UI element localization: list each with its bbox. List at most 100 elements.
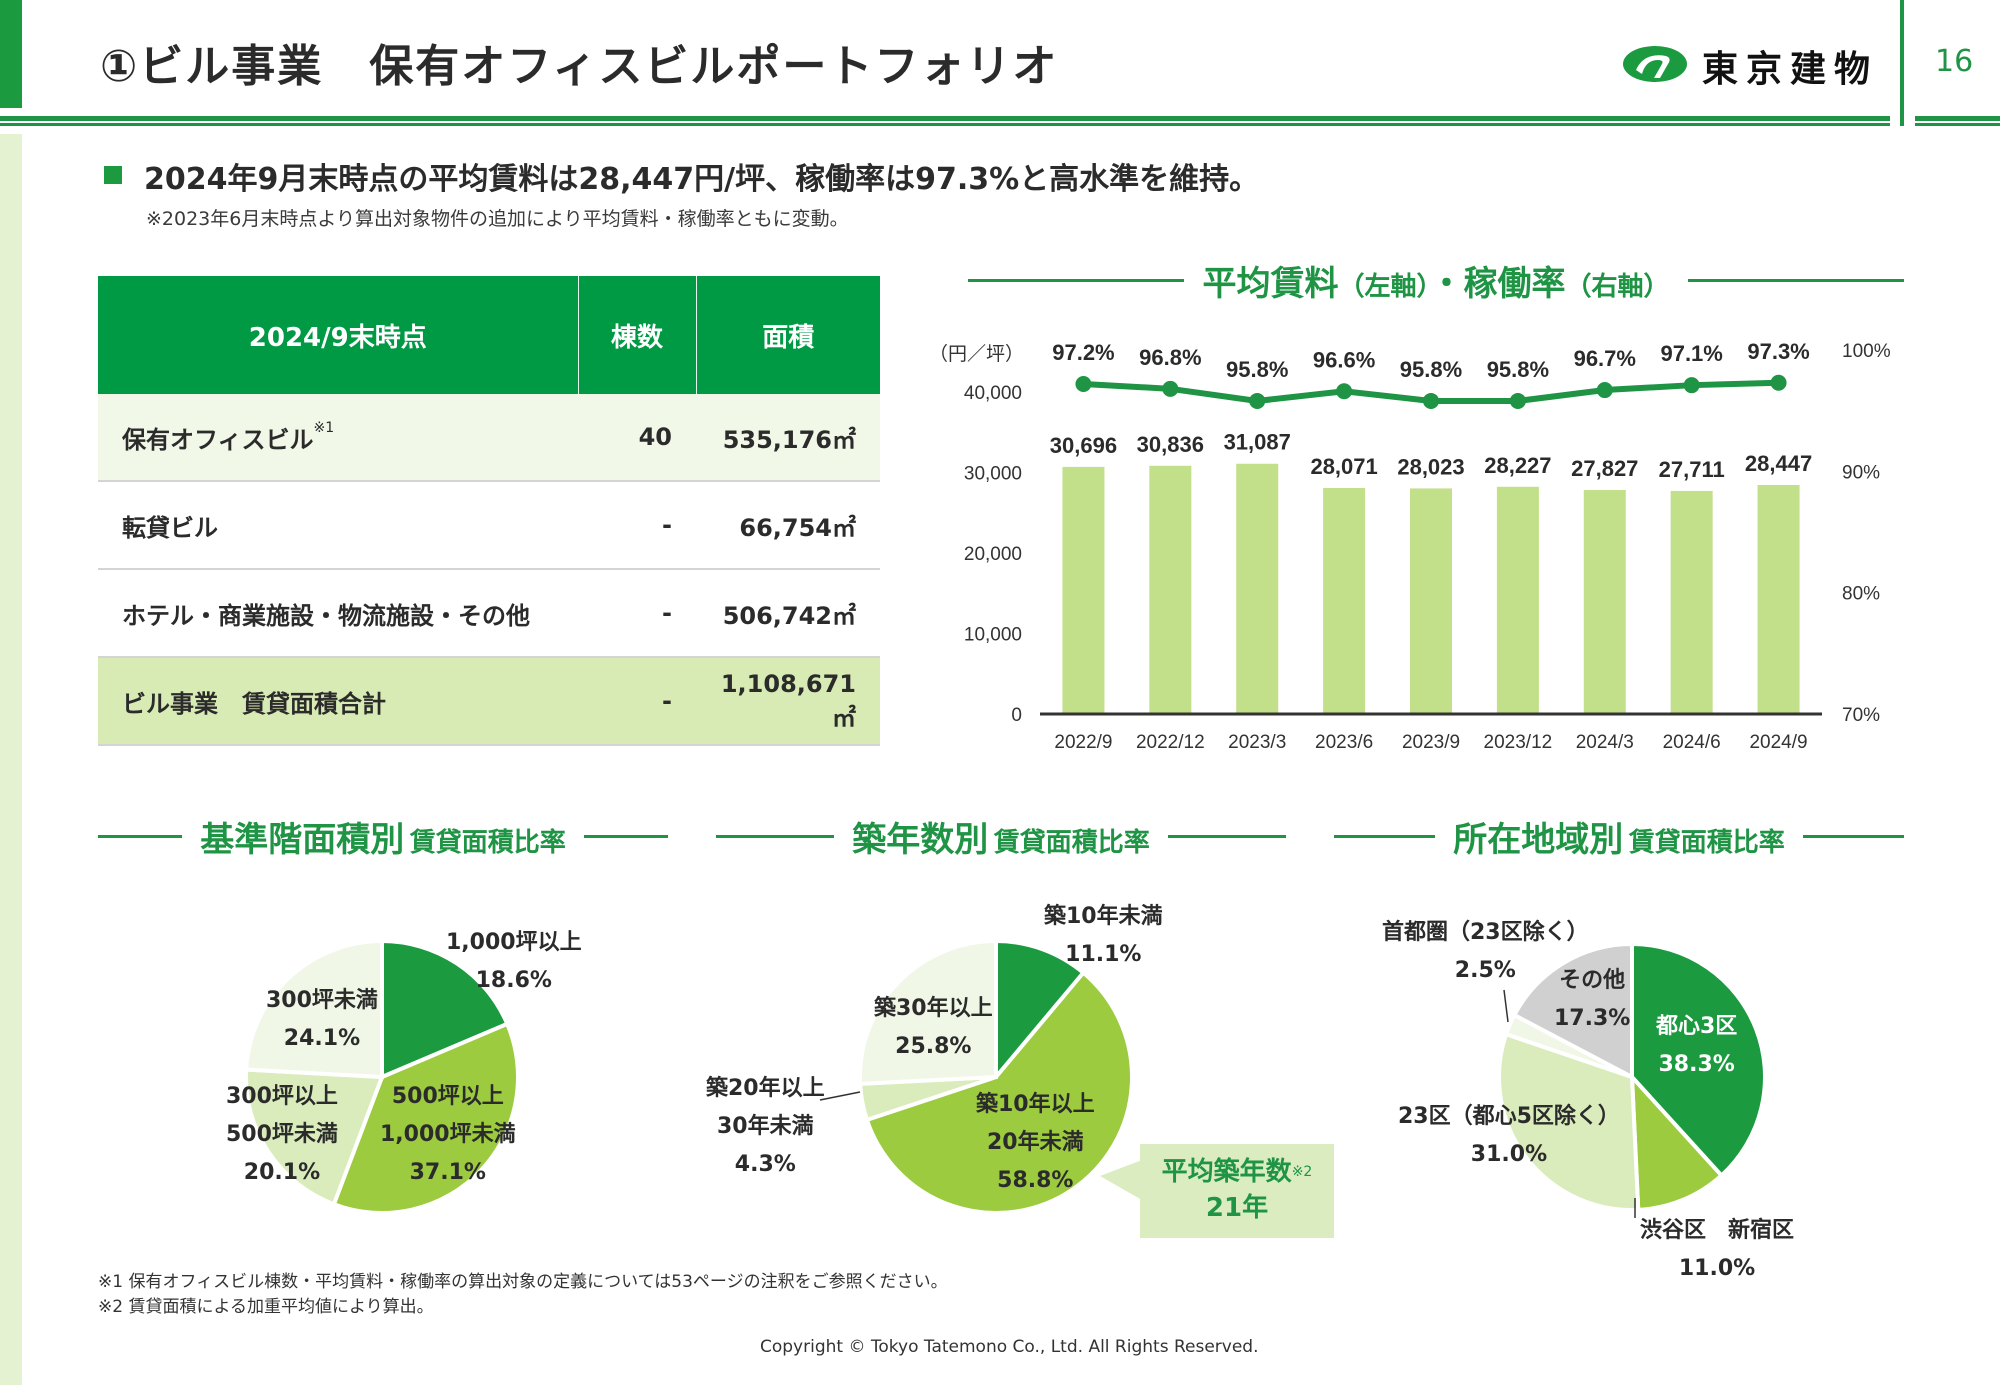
title-rule: [1802, 835, 1904, 838]
row-label: 転貸ビル: [98, 481, 578, 570]
header-accent-bar: [0, 0, 22, 108]
pie-slice: [858, 938, 998, 1086]
page-number: 16: [1935, 44, 1974, 79]
x-tick-label: 2023/3: [1228, 732, 1286, 753]
bar-value-label: 30,836: [1137, 432, 1204, 457]
bar-value-label: 30,696: [1050, 433, 1117, 458]
row-label: ビル事業 賃貸面積合計: [98, 657, 578, 746]
table-header-cell: 棟数: [577, 276, 696, 394]
leader-line: [1503, 989, 1509, 1023]
bar: [1236, 463, 1279, 714]
table-row: ホテル・商業施設・物流施設・その他 - 506,742㎡: [98, 569, 880, 658]
bar: [1062, 466, 1105, 714]
occupancy-point: [1075, 375, 1092, 392]
row-label: ホテル・商業施設・物流施設・その他: [98, 569, 578, 658]
pie1-label-300-500: 300坪以上 500坪未満 20.1%: [226, 1084, 338, 1185]
bar: [1410, 488, 1452, 714]
pie2-label-20-30: 築20年以上 30年未満 4.3%: [706, 1076, 825, 1177]
bar-value-label: 28,227: [1484, 453, 1551, 478]
bar: [1757, 485, 1800, 714]
pie-slice: [331, 1021, 520, 1215]
pie1-label-under300: 300坪未満 24.1%: [266, 988, 378, 1051]
pie-slice: [864, 969, 1134, 1215]
pie1-title: 基準階面積別 賃貸面積比率: [98, 812, 668, 861]
y-tick-left: 30,000: [964, 464, 1022, 485]
title-text: 平均賃料（左軸）・稼働率（右軸）: [1202, 264, 1670, 304]
row-count: -: [578, 569, 696, 658]
bar: [1496, 486, 1539, 714]
pie3-label-23wards: 23区（都心5区除く） 31.0%: [1398, 1104, 1620, 1167]
x-tick-label: 2022/12: [1136, 732, 1205, 753]
row-area: 66,754㎡: [696, 481, 880, 570]
occupancy-label: 95.8%: [1226, 357, 1288, 382]
leader-line: [819, 1091, 861, 1101]
y-tick-right: 80%: [1842, 584, 1880, 605]
headline: 2024年9月末時点の平均賃料は28,447円/坪、稼働率は97.3%と高水準を…: [144, 162, 1260, 197]
pie-slice: [380, 938, 510, 1081]
pie-slice: [1511, 941, 1634, 1081]
row-area: 535,176㎡: [696, 394, 880, 482]
y-tick-right: 70%: [1842, 705, 1880, 726]
table-header-row: 2024/9末時点 棟数 面積: [98, 276, 880, 394]
pie-slice: [1629, 1071, 1725, 1212]
y-tick-left: 40,000: [964, 383, 1022, 404]
average-age-value: 21年: [1205, 1193, 1269, 1223]
bar-value-label: 31,087: [1224, 430, 1291, 455]
occupancy-label: 96.7%: [1574, 346, 1636, 371]
x-tick-label: 2023/12: [1484, 732, 1553, 753]
x-tick-label: 2024/6: [1663, 732, 1721, 753]
bullet-square: [104, 166, 122, 184]
y-tick-left: 0: [1011, 705, 1022, 726]
tokyo-tatemono-logo-icon: [1622, 44, 1688, 88]
occupancy-point: [1596, 382, 1613, 399]
title-rule: [1334, 835, 1436, 838]
x-tick-label: 2023/9: [1402, 732, 1460, 753]
pie3-label-metro: 首都圏（23区除く） 2.5%: [1382, 920, 1589, 983]
footnotes: ※1 保有オフィスビル棟数・平均賃料・稼働率の算出対象の定義については53ページ…: [98, 1270, 948, 1320]
title-rule: [716, 835, 835, 838]
page-title: ①ビル事業 保有オフィスビルポートフォリオ: [100, 41, 1059, 92]
y-tick-right: 100%: [1842, 341, 1891, 362]
occupancy-point: [1683, 377, 1700, 394]
bar-value-label: 28,447: [1745, 451, 1812, 476]
footnote-1: ※1 保有オフィスビル棟数・平均賃料・稼働率の算出対象の定義については53ページ…: [98, 1272, 948, 1292]
table-total-row: ビル事業 賃貸面積合計 - 1,108,671㎡: [98, 657, 880, 746]
row-count: 40: [578, 394, 696, 482]
row-area: 506,742㎡: [696, 569, 880, 658]
bar: [1149, 465, 1192, 714]
table-header-cell: 面積: [695, 276, 880, 394]
pie2-title: 築年数別 賃貸面積比率: [716, 812, 1286, 861]
y-axis-unit: （円／坪）: [929, 343, 1024, 365]
copyright: Copyright © Tokyo Tatemono Co., Ltd. All…: [760, 1337, 1259, 1357]
x-tick-label: 2024/9: [1749, 732, 1807, 753]
header-rule-thin: [0, 123, 1890, 126]
row-label: 保有オフィスビル※1: [98, 394, 578, 482]
occupancy-label: 96.6%: [1313, 347, 1375, 372]
pie-slice: [244, 938, 384, 1080]
side-decoration-strip: [0, 134, 22, 1385]
pie3-title: 所在地域別 賃貸面積比率: [1334, 812, 1904, 861]
title-rule: [968, 279, 1185, 282]
occupancy-point: [1509, 392, 1526, 409]
title-rule: [1167, 835, 1286, 838]
company-logo: 東京建物: [1622, 40, 1878, 92]
occupancy-label: 95.8%: [1487, 357, 1549, 382]
header-divider: [1900, 0, 1904, 126]
occupancy-label: 96.8%: [1139, 345, 1201, 370]
occupancy-point: [1336, 383, 1353, 400]
x-tick-label: 2022/9: [1054, 732, 1112, 753]
header-rule: [0, 116, 1890, 121]
pie1-label-500-1000: 500坪以上 1,000坪未満 37.1%: [380, 1084, 516, 1185]
occupancy-point: [1162, 380, 1179, 397]
pie3-label-other: その他 17.3%: [1554, 968, 1631, 1031]
table-row: 保有オフィスビル※1 40 535,176㎡: [98, 394, 880, 482]
table-row: 転貸ビル - 66,754㎡: [98, 481, 880, 570]
headline-note: ※2023年6月末時点より算出対象物件の追加により平均賃料・稼働率ともに変動。: [146, 208, 849, 230]
pie3-label-central3: 都心3区 38.3%: [1656, 1014, 1738, 1077]
title-rule: [583, 835, 668, 838]
occupancy-point: [1770, 374, 1787, 391]
footnote-2: ※2 賃貸面積による加重平均値により算出。: [98, 1297, 434, 1317]
occupancy-label: 97.1%: [1660, 341, 1722, 366]
